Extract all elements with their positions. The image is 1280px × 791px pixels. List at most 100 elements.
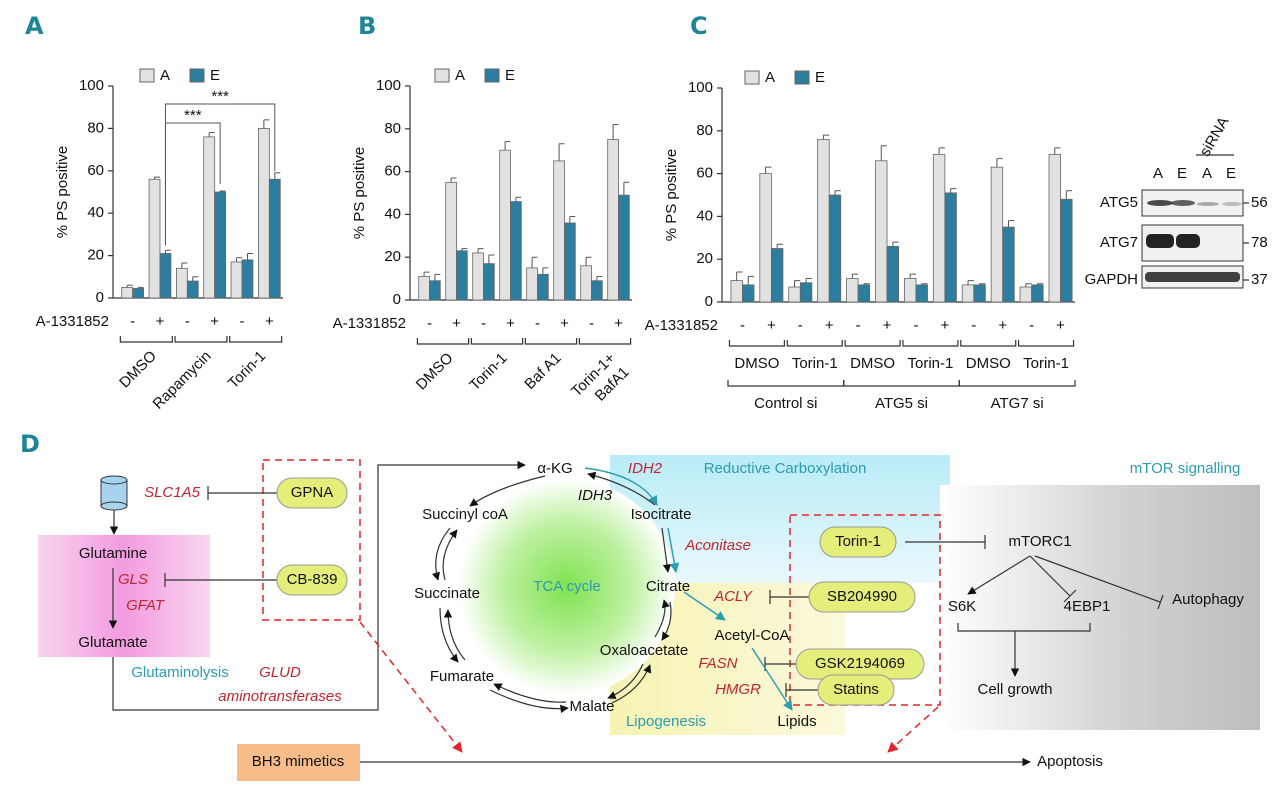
- bar: [257, 127, 270, 299]
- diagram-label: SB204990: [827, 588, 897, 605]
- bar: [159, 253, 172, 299]
- x-tick-label: +: [767, 317, 776, 334]
- bar: [770, 248, 784, 303]
- diagram-label: Torin-1: [835, 533, 881, 550]
- x-tick-label: -: [913, 317, 918, 334]
- significance-label: ***: [211, 88, 229, 105]
- bar: [944, 192, 957, 303]
- error-bar: [765, 166, 772, 174]
- diagram-label: Glutamine: [79, 545, 147, 562]
- bar: [510, 201, 522, 301]
- x-tick-label: -: [798, 317, 803, 334]
- chart: C 0 20 40 60 80 100 % PS positive A E A-1331852 - + -…: [645, 12, 1076, 412]
- x-tick-label: -: [589, 315, 594, 332]
- y-tick-label: 0: [96, 289, 104, 306]
- group-label: DMSO: [116, 348, 160, 392]
- x-tick-label: +: [940, 317, 949, 334]
- x-tick-label: +: [452, 315, 461, 332]
- diagram-label: mTOR signalling: [1130, 460, 1241, 477]
- error-bar: [1054, 147, 1061, 155]
- panel-label: C: [690, 12, 708, 40]
- bar: [857, 284, 871, 303]
- mtor-zone: [940, 485, 1260, 730]
- bar: [990, 166, 1004, 303]
- diagram-label: IDH2: [628, 460, 663, 477]
- y-tick-label: 60: [87, 162, 104, 179]
- x-tick-label: +: [210, 313, 219, 330]
- error-bar: [1036, 283, 1044, 285]
- group-bracket: [174, 336, 228, 343]
- error-bar: [137, 286, 144, 289]
- y-tick-label: 0: [705, 293, 713, 310]
- drug-oval: [817, 674, 895, 706]
- protein-label: GAPDH: [1085, 271, 1138, 288]
- group-bracket: [960, 340, 1017, 347]
- error-bar: [880, 145, 888, 161]
- error-bar: [208, 132, 215, 137]
- error-bar: [488, 254, 495, 264]
- x-tick-label: +: [825, 317, 834, 334]
- diagram-label: Oxaloacetate: [600, 642, 688, 659]
- kda-label: 78: [1251, 234, 1268, 251]
- group-bracket: [902, 340, 959, 347]
- group-label: Baf A1: [521, 350, 564, 393]
- diagram-label: GLUD: [259, 664, 301, 681]
- bar: [759, 173, 772, 303]
- group-bracket: [524, 338, 578, 345]
- bar: [186, 280, 199, 299]
- drug-oval: [819, 526, 897, 558]
- bar: [564, 222, 576, 301]
- error-bar: [1065, 190, 1073, 200]
- diagram-label: GPNA: [291, 484, 334, 501]
- x-tick-label: +: [156, 313, 165, 330]
- error-bar: [423, 271, 430, 277]
- kda-label: 37: [1251, 271, 1268, 288]
- diagram-label: Malate: [569, 698, 614, 715]
- bar: [580, 265, 592, 301]
- error-bar: [909, 273, 916, 279]
- group-bracket: [229, 336, 283, 343]
- legend-label: E: [210, 67, 220, 84]
- y-tick-label: 0: [393, 291, 401, 308]
- kda-label: 56: [1251, 194, 1268, 211]
- error-bar: [623, 181, 630, 196]
- x-axis-label: A-1331852: [36, 313, 109, 330]
- bar: [1048, 153, 1061, 303]
- bar: [445, 181, 457, 301]
- legend-label: A: [765, 69, 775, 86]
- supergroup-label: ATG5 si: [875, 395, 928, 412]
- protein-label: ATG5: [1100, 194, 1138, 211]
- error-bar: [236, 257, 242, 262]
- bar: [817, 138, 830, 303]
- y-tick-label: 100: [376, 77, 401, 94]
- legend-swatch: [794, 70, 810, 85]
- error-bar: [996, 158, 1003, 168]
- x-tick-label: +: [1056, 317, 1065, 334]
- error-bar: [938, 147, 945, 155]
- error-bar: [246, 252, 253, 260]
- diagram-label: Statins: [833, 681, 879, 698]
- bh3-box: [237, 744, 360, 781]
- bar: [828, 194, 842, 303]
- x-tick-label: +: [998, 317, 1007, 334]
- error-bar: [863, 283, 870, 285]
- diagram-label: Reductive Carboxylation: [704, 460, 867, 477]
- error-bar: [776, 243, 783, 249]
- y-tick-label: 60: [696, 165, 713, 182]
- diagram-label: Isocitrate: [631, 506, 692, 523]
- error-bar: [967, 280, 974, 285]
- error-bar: [477, 248, 484, 253]
- error-bar: [979, 283, 986, 285]
- error-bar: [892, 241, 899, 247]
- bar: [915, 284, 928, 303]
- y-tick-label: 80: [384, 120, 401, 137]
- diagram-label: Lipids: [777, 713, 816, 730]
- tca-zone: [459, 479, 675, 695]
- bar: [429, 280, 441, 301]
- bar: [214, 191, 227, 299]
- y-tick-label: 20: [87, 247, 104, 264]
- lane-label: E: [1177, 165, 1187, 182]
- diagram-label: mTORC1: [1008, 533, 1071, 550]
- bar: [456, 250, 468, 301]
